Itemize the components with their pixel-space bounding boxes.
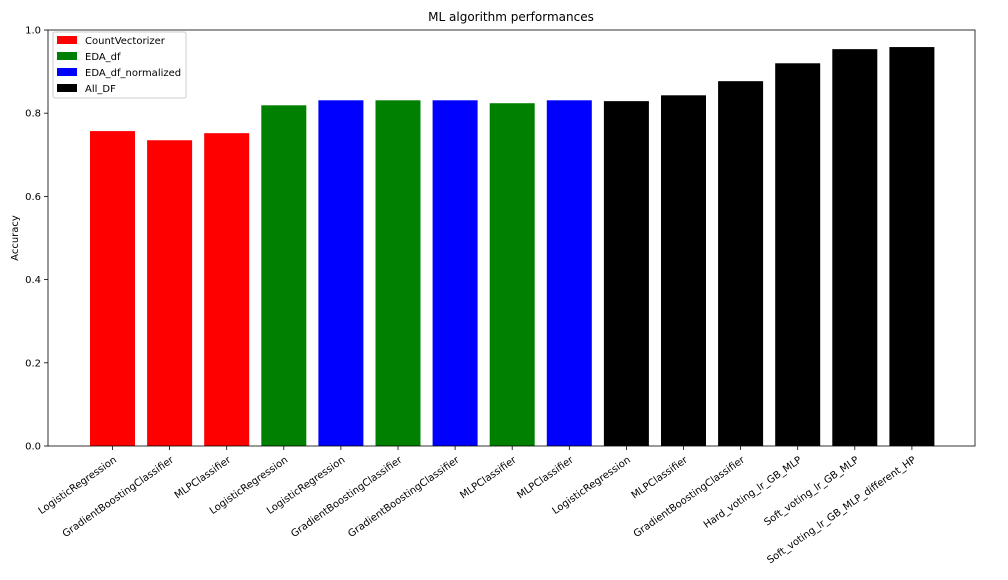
bar — [204, 133, 250, 447]
x-tick-label: Hard_voting_lr_GB_MLP — [702, 455, 804, 531]
x-tick-label: GradientBoostingClassifier — [632, 454, 748, 540]
legend-label: CountVectorizer — [85, 36, 166, 47]
y-tick-label: 0.2 — [25, 358, 41, 369]
bar — [318, 100, 364, 447]
legend-box — [52, 31, 187, 99]
y-tick-label: 0.0 — [25, 442, 41, 453]
bar — [661, 95, 706, 446]
bar — [147, 140, 193, 447]
x-tick-label: MLPClassifier — [630, 454, 691, 501]
bar — [832, 49, 878, 446]
x-tick-label: MLPClassifier — [173, 454, 234, 501]
x-axis-ticks: LogisticRegressionGradientBoostingClassi… — [37, 446, 918, 566]
y-tick-label: 0.4 — [25, 275, 41, 286]
bar — [889, 47, 935, 447]
legend-label: All_DF — [85, 84, 116, 95]
y-tick-label: 0.6 — [25, 192, 41, 203]
bar — [718, 81, 764, 447]
legend-swatch — [57, 84, 77, 92]
x-tick-label: GradientBoostingClassifier — [61, 454, 177, 540]
legend-swatch — [57, 52, 77, 60]
y-tick-label: 1.0 — [25, 26, 41, 37]
bar — [546, 100, 592, 447]
bar — [775, 63, 821, 446]
bar — [603, 101, 649, 446]
x-tick-label: GradientBoostingClassifier — [346, 454, 462, 540]
chart-title: ML algorithm performances — [428, 10, 594, 24]
bar — [375, 100, 421, 447]
y-axis-label: Accuracy — [10, 215, 21, 261]
y-axis-ticks: 0.0 0.2 0.4 0.6 0.8 1.0 — [25, 26, 48, 453]
bar — [90, 131, 135, 446]
bar — [432, 100, 478, 447]
bars-layer — [90, 47, 935, 447]
y-tick-label: 0.8 — [25, 109, 41, 120]
legend: CountVectorizer EDA_df EDA_df_normalized Al… — [52, 31, 187, 99]
legend-swatch — [57, 68, 77, 76]
x-tick-label: Soft_voting_lr_GB_MLP — [762, 455, 861, 529]
x-tick-label: MLPClassifier — [458, 454, 519, 501]
x-tick-label: GradientBoostingClassifier — [289, 454, 405, 540]
legend-label: EDA_df_normalized — [85, 68, 181, 79]
legend-swatch — [57, 36, 77, 44]
bar — [489, 103, 535, 446]
x-tick-label: MLPClassifier — [515, 454, 576, 501]
plot-frame — [47, 29, 976, 447]
legend-label: EDA_df — [85, 52, 121, 63]
bar — [261, 105, 307, 447]
